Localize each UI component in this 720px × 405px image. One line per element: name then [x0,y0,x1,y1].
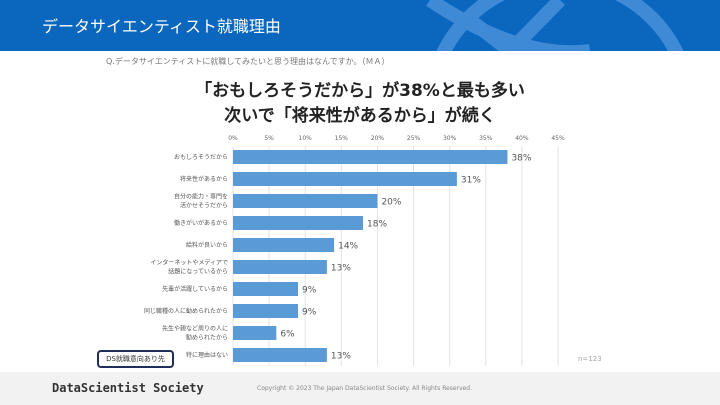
data-label: 14% [338,242,358,252]
data-label: 6% [280,330,295,340]
filter-button[interactable]: DS就職意向あり先 [97,350,174,368]
bar [233,282,298,296]
data-label: 9% [302,308,317,318]
bar [233,150,508,164]
x-tick-label: 0% [228,135,238,142]
bar [233,194,378,208]
footer: DataScientist Society Copyright © 2023 T… [0,372,720,405]
category-label: 自分の能力・専門を [174,193,228,201]
data-label: 13% [331,264,351,274]
category-label: 先生や親など周りの人に [162,325,228,333]
bar-chart: 0% 5% 10% 15% 20% 25% 30% 35% 40% 45% 38% おもしろそうだから… [144,135,602,366]
data-label: 31% [461,176,481,186]
x-tick-label: 15% [335,135,349,142]
header-bar: データサイエンティスト就職理由 [0,0,720,51]
bar [233,260,327,274]
headline-2: 次いで「将来性があるから」が続く [224,106,496,126]
data-label: 9% [302,286,317,296]
bar [233,216,363,230]
category-label: 勧められたから [186,334,228,342]
category-label: 特に理由はない [186,351,228,359]
bar [233,172,457,186]
decorative-globe [426,0,684,51]
x-tick-label: 20% [371,135,385,142]
category-label: 働きがいがあるから [174,219,228,227]
x-tick-label: 35% [479,135,493,142]
category-label: 同じ職種の人に勧められたから [144,307,228,315]
category-label: 給料が良いから [186,241,228,249]
category-label: 活かせそうだから [180,202,228,210]
bar [233,238,335,252]
x-tick-label: 30% [443,135,457,142]
sample-size: n=123 [578,355,602,363]
bar [233,326,277,340]
x-tick-label: 45% [551,135,565,142]
category-label: 話題になっているから [168,268,228,276]
survey-question: Q.データサイエンティストに就職してみたいと思う理由はなんですか。（ＭＡ） [106,57,390,66]
data-label: 13% [331,352,351,362]
data-label: 38% [511,154,531,164]
x-tick-label: 25% [407,135,421,142]
page-title: データサイエンティスト就職理由 [42,17,281,36]
data-label: 20% [381,198,401,208]
category-label: 将来性があるから [180,175,228,183]
x-tick-label: 40% [515,135,529,142]
category-label: インターネットやメディアで [150,259,228,267]
category-label: 先輩が活躍しているから [162,285,228,293]
brand-logo: DataScientist Society [52,381,204,395]
x-tick-label: 10% [299,135,313,142]
x-tick-label: 5% [264,135,274,142]
headline-1: 「おもしろそうだから」が38%と最も多い [195,81,525,101]
category-label: おもしろそうだから [174,154,228,161]
bar [233,304,298,318]
data-label: 18% [367,220,387,230]
bar [233,348,327,362]
copyright: Copyright © 2023 The Japan DataScientist… [257,385,473,392]
